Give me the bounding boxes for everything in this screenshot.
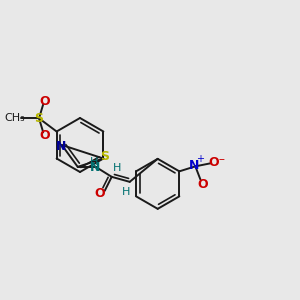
Text: S: S [34, 112, 43, 125]
Text: H: H [112, 163, 121, 173]
Text: N: N [56, 140, 66, 154]
Text: S: S [100, 150, 109, 163]
Text: O: O [39, 95, 50, 108]
Text: O: O [39, 129, 50, 142]
Text: O⁻: O⁻ [209, 156, 226, 169]
Text: N: N [89, 161, 100, 174]
Text: +: + [196, 154, 204, 164]
Text: O: O [197, 178, 208, 191]
Text: N: N [189, 159, 200, 172]
Text: H: H [89, 157, 98, 167]
Text: CH₃: CH₃ [4, 113, 26, 123]
Text: H: H [122, 187, 130, 197]
Text: O: O [94, 187, 105, 200]
